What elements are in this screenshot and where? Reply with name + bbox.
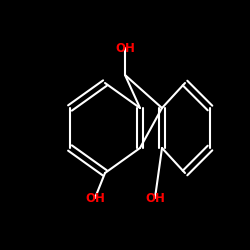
- Text: OH: OH: [145, 192, 165, 204]
- Text: OH: OH: [85, 192, 105, 204]
- Text: OH: OH: [115, 42, 135, 54]
